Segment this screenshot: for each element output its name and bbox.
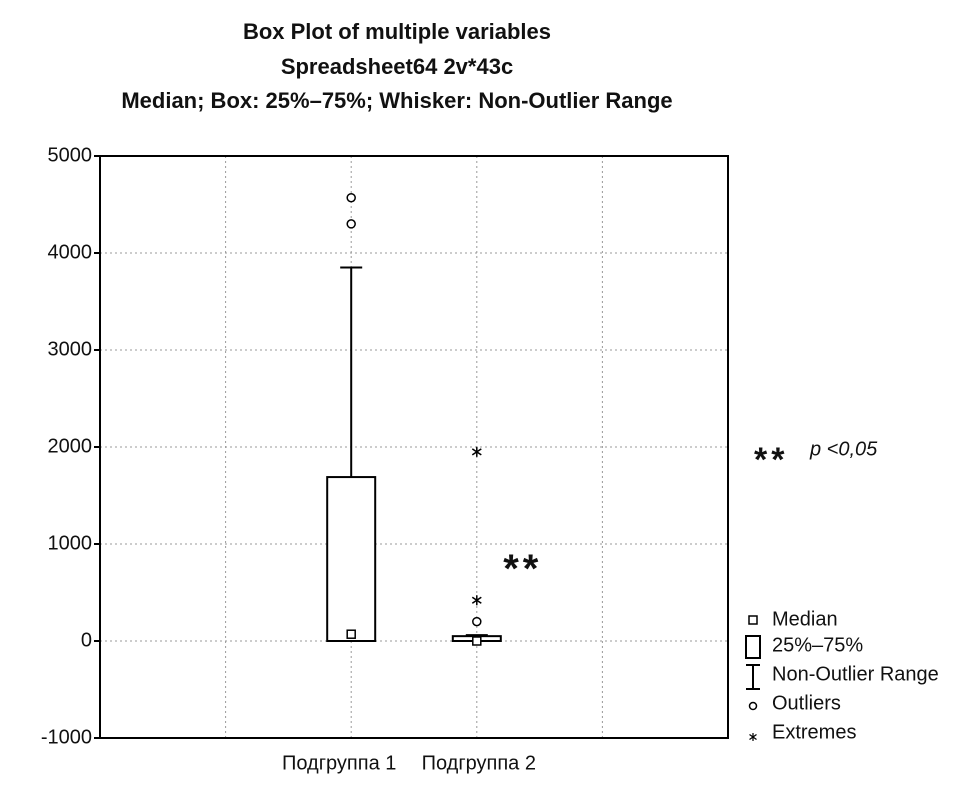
note-symbol: ** [754,441,788,479]
chart-subtitle: Spreadsheet64 2v*43c [281,54,513,79]
x-tick-label: Подгруппа 1 [282,752,396,774]
legend-label: 25%–75% [772,634,863,656]
legend-symbol [748,701,758,711]
extreme [471,446,482,457]
legend-label: Extremes [772,721,856,743]
extreme-stroke [471,448,482,456]
x-tick-label: Подгруппа 2 [422,752,536,774]
legend-symbol [748,615,758,625]
note-text: p <0,05 [809,438,878,460]
legend-label: Non-Outlier Range [772,663,939,685]
y-tick-label: 3000 [48,338,93,360]
y-tick-label: 0 [81,629,92,651]
chart-subtitle: Median; Box: 25%–75%; Whisker: Non-Outli… [121,88,672,113]
extreme [471,595,482,606]
legend-stroke [749,734,757,740]
legend-symbol [746,664,760,690]
outlier [346,192,356,203]
legend-label: Outliers [772,692,841,714]
outlier [472,616,482,627]
legend-label: Median [772,608,838,630]
chart-title: Box Plot of multiple variables [243,19,551,44]
y-tick-label: 5000 [48,144,93,166]
annotation: ** [503,547,542,591]
legend-symbol [745,635,761,659]
plot-frame [99,155,729,739]
box [326,476,377,642]
legend-symbol [749,733,757,741]
outlier [346,219,356,229]
extreme-stroke [471,596,482,604]
median [472,636,482,646]
y-tick-label: -1000 [41,726,92,748]
y-tick-label: 1000 [48,532,93,554]
median [346,629,356,639]
y-tick-label: 2000 [48,435,93,457]
y-tick-label: 4000 [48,241,93,263]
